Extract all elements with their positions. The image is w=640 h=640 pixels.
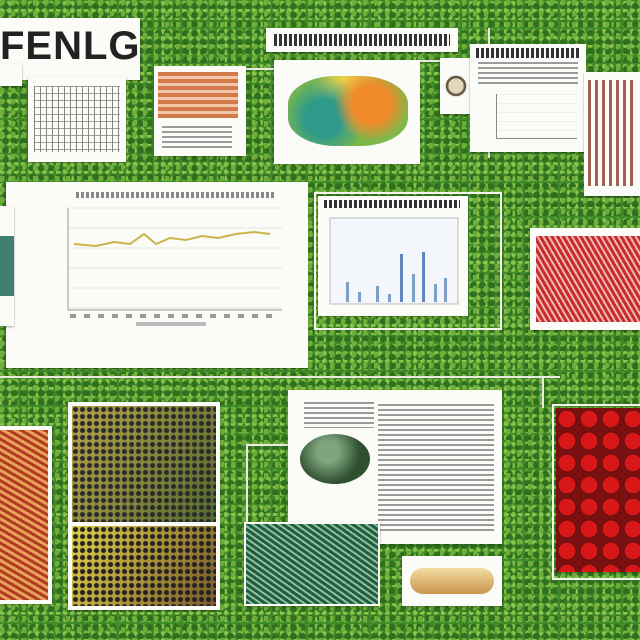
plot-area (496, 94, 577, 139)
grid (68, 207, 282, 309)
clock-icon (444, 74, 468, 98)
photo-card (530, 228, 640, 330)
heading-text (476, 48, 580, 58)
x-tick-labels (70, 314, 280, 318)
photo-card (402, 556, 502, 606)
bar (444, 278, 447, 302)
title-card: FENLGC (0, 18, 140, 80)
heading-text (324, 200, 460, 208)
heat-map-image (288, 76, 408, 146)
bar (422, 252, 425, 302)
x-axis-caption (136, 322, 206, 326)
line-chart (67, 207, 282, 311)
data-line (73, 230, 271, 248)
bar (434, 284, 437, 302)
heading-text (274, 34, 450, 46)
collage-card (68, 402, 220, 610)
document-card (288, 390, 502, 544)
page-title: FENLGC (0, 24, 140, 68)
scale-pattern-image (72, 526, 216, 606)
bar (346, 282, 349, 302)
text-lines (162, 126, 232, 148)
bar (358, 292, 361, 302)
red-feather-image (536, 236, 640, 322)
bar (376, 286, 379, 302)
stripe-chart-card (154, 66, 246, 156)
photo-card (556, 408, 640, 572)
plot-area (329, 217, 459, 305)
map-card (274, 60, 420, 164)
bar-chart-card (318, 196, 468, 316)
scale-pattern-image (72, 406, 216, 522)
photo-card (0, 426, 52, 604)
red-pattern-image (0, 430, 48, 600)
text-lines (478, 62, 578, 86)
text-lines (304, 402, 374, 428)
connector-line (542, 378, 544, 408)
title-strip (0, 64, 22, 86)
bar (388, 294, 391, 302)
bread-image (410, 568, 494, 594)
bar (412, 274, 415, 302)
chart-title (76, 192, 276, 198)
bar-chart (329, 217, 459, 305)
strawberry-image (556, 408, 640, 572)
table-grid (34, 86, 120, 152)
connector-line (246, 444, 290, 446)
icon-card (440, 58, 474, 114)
heading-banner (266, 28, 458, 52)
texture-image (0, 236, 14, 296)
table-card-right (584, 72, 640, 196)
photo-card (244, 522, 380, 606)
watermelon-image (300, 434, 370, 484)
table-grid (588, 80, 634, 186)
data-table-card (28, 76, 126, 162)
bar (400, 254, 403, 302)
leaf-image (246, 524, 378, 604)
side-image-card (0, 206, 14, 326)
line-chart-card (6, 182, 308, 368)
stripe-bars (158, 72, 238, 118)
line-chart-card-small (470, 44, 586, 152)
connector-line (0, 376, 560, 378)
text-lines (378, 404, 494, 534)
strawberry-frame (552, 404, 640, 580)
bar-chart-frame (314, 192, 502, 330)
